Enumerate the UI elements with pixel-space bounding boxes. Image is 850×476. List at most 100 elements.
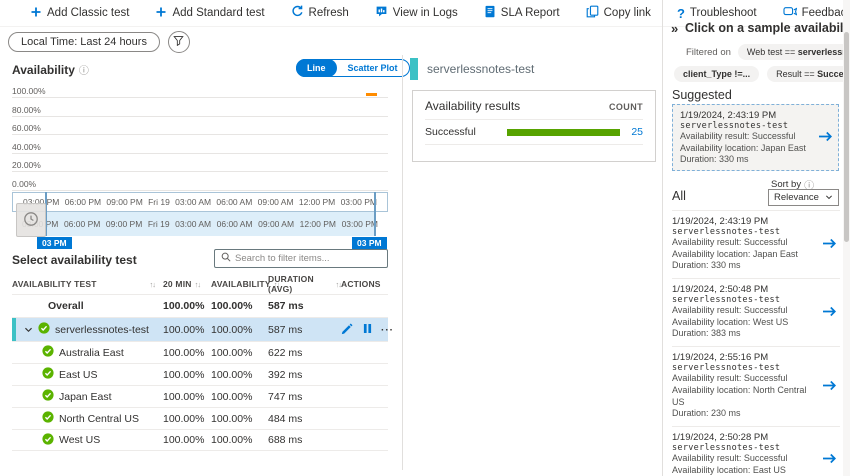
feedback-icon — [783, 6, 797, 21]
success-check-icon — [38, 322, 50, 337]
edit-icon[interactable] — [341, 322, 354, 338]
sla-report-button[interactable]: SLA Report — [484, 5, 560, 21]
table-row-region[interactable]: East US 100.00% 100.00% 392 ms — [12, 363, 388, 385]
view-in-logs-label: View in Logs — [392, 7, 458, 19]
time-reset-button[interactable] — [16, 203, 46, 237]
success-check-icon — [42, 389, 54, 404]
sort-icon[interactable] — [195, 279, 201, 289]
copy-link-label: Copy link — [603, 7, 651, 19]
table-row-region[interactable]: Japan East 100.00% 100.00% 747 ms — [12, 385, 388, 407]
x-tick-label: Fri 19 — [147, 219, 170, 229]
feedback-button[interactable]: Feedback — [783, 6, 850, 21]
copy-icon — [586, 5, 599, 21]
time-axis: 03:00 PM 06:00 PM 09:00 PM Fri 19 03:00 AM 06… — [12, 192, 388, 212]
brush-end-chip[interactable]: 03 PM — [352, 237, 387, 249]
col-duration[interactable]: DURATION (AVG) — [268, 274, 341, 294]
open-sample-arrow-icon[interactable] — [822, 453, 837, 467]
x-tick-label: 03:00 PM — [341, 219, 378, 229]
table-header-row: AVAILABILITY TEST 20 MIN AVAILABILITY DU… — [12, 274, 388, 294]
table-row-region[interactable]: West US 100.00% 100.00% 688 ms — [12, 429, 388, 451]
x-tick-label: 09:00 PM — [106, 197, 143, 207]
sample-location: Availability location: Japan East — [680, 142, 806, 153]
sample-location: Availability location: East US Duration:… — [672, 464, 786, 475]
sample-location: Availability location: North Central US — [672, 384, 809, 407]
teal-accent-bar — [410, 58, 418, 80]
x-tick-label: 06:00 PM — [63, 219, 101, 229]
col-actions: ACTIONS — [341, 279, 381, 289]
search-icon — [221, 252, 231, 265]
table-row-overall[interactable]: Overall 100.00% 100.00% 587 ms — [12, 294, 388, 317]
time-range-pill[interactable]: Local Time: Last 24 hours — [8, 32, 160, 52]
open-sample-arrow-icon[interactable] — [822, 306, 837, 320]
scrollbar-thumb[interactable] — [844, 32, 849, 242]
suggested-heading: Suggested — [672, 88, 732, 102]
col-availability-test[interactable]: AVAILABILITY TEST — [12, 279, 163, 289]
chevron-down-icon — [825, 192, 833, 203]
open-sample-arrow-icon[interactable] — [822, 380, 837, 394]
availability-test-table: AVAILABILITY TEST 20 MIN AVAILABILITY DU… — [12, 274, 388, 451]
sort-dropdown[interactable]: Relevance — [768, 189, 839, 206]
suggested-sample-card[interactable]: 1/19/2024, 2:43:19 PM serverlessnotes-te… — [672, 104, 839, 171]
search-input[interactable] — [235, 253, 381, 264]
gridline — [12, 116, 388, 117]
troubleshoot-button[interactable]: ? Troubleshoot — [677, 6, 757, 21]
sample-list-item[interactable]: 1/19/2024, 2:50:28 PM serverlessnotes-te… — [672, 425, 840, 476]
filter-button[interactable] — [167, 31, 190, 53]
more-actions-icon[interactable] — [381, 324, 394, 336]
toggle-line-button[interactable]: Line — [296, 59, 337, 77]
brush-handle-left[interactable] — [45, 192, 47, 236]
chart-type-toggle[interactable]: Line Scatter Plot — [296, 59, 410, 77]
add-classic-test-button[interactable]: Add Classic test — [30, 6, 129, 21]
brush-handle-right[interactable] — [374, 192, 376, 236]
sample-timestamp: 1/19/2024, 2:50:28 PM — [672, 431, 769, 443]
result-row-successful[interactable]: Successful 25 — [425, 120, 643, 145]
filter-pill-webtest[interactable]: Web test == serverlessnot... — [737, 44, 850, 60]
table-row-region[interactable]: North Central US 100.00% 100.00% 484 ms — [12, 407, 388, 429]
filter-pill-result[interactable]: Result == Successful — [767, 66, 850, 82]
select-test-heading: Select availability test — [12, 253, 137, 267]
sample-duration: Duration: 330 ms — [680, 154, 749, 165]
copy-link-button[interactable]: Copy link — [586, 5, 651, 21]
toolbar: Add Classic test Add Standard test Refre… — [0, 0, 850, 27]
sort-icon[interactable] — [150, 279, 156, 289]
add-standard-test-button[interactable]: Add Standard test — [155, 6, 265, 21]
x-tick-label: 12:00 PM — [299, 219, 336, 229]
open-sample-arrow-icon[interactable] — [818, 131, 833, 145]
success-check-icon — [42, 432, 54, 448]
availability-data-point — [366, 93, 377, 96]
collapse-panel-icon[interactable] — [671, 21, 678, 36]
sample-list-item[interactable]: 1/19/2024, 2:50:48 PM serverlessnotes-te… — [672, 278, 840, 346]
pause-icon[interactable] — [363, 323, 372, 337]
toggle-scatter-button[interactable]: Scatter Plot — [347, 63, 398, 73]
y-tick-label: 40.00% — [12, 142, 41, 152]
refresh-icon — [291, 5, 304, 21]
filtered-on-label: Filtered on — [686, 46, 731, 58]
success-check-icon — [42, 367, 54, 382]
vertical-divider — [662, 0, 663, 476]
brush-start-chip[interactable]: 03 PM — [37, 237, 72, 249]
y-tick-label: 80.00% — [12, 105, 41, 115]
search-box[interactable] — [214, 249, 388, 268]
selected-test-title: serverlessnotes-test — [410, 58, 534, 80]
sample-duration: Duration: 230 ms — [672, 408, 741, 419]
time-brush[interactable]: 03:00 PM 06:00 PM 09:00 PM Fri 19 03:00 AM 06… — [12, 212, 388, 236]
x-tick-label: 12:00 PM — [298, 197, 336, 207]
filter-pill-clienttype[interactable]: client_Type !=... — [674, 66, 760, 82]
time-filter-bar: Local Time: Last 24 hours — [8, 31, 190, 53]
sample-test-name: serverlessnotes-test — [672, 227, 781, 237]
col-20min[interactable]: 20 MIN — [163, 279, 211, 289]
sample-list-item[interactable]: 1/19/2024, 2:43:19 PM serverlessnotes-te… — [672, 210, 840, 278]
result-count-link[interactable]: 25 — [631, 126, 643, 138]
y-tick-label: 100.00% — [12, 86, 46, 96]
sample-list-item[interactable]: 1/19/2024, 2:55:16 PM serverlessnotes-te… — [672, 346, 840, 426]
col-availability[interactable]: AVAILABILITY — [211, 279, 271, 289]
brush-selection[interactable] — [45, 212, 375, 236]
scrollbar[interactable] — [843, 0, 850, 476]
chevron-down-icon[interactable] — [24, 324, 33, 336]
open-sample-arrow-icon[interactable] — [822, 238, 837, 252]
view-in-logs-button[interactable]: View in Logs — [375, 5, 458, 21]
table-row-region[interactable]: Australia East 100.00% 100.00% 622 ms — [12, 341, 388, 363]
refresh-button[interactable]: Refresh — [291, 5, 349, 21]
logs-icon — [375, 5, 388, 21]
table-row-test[interactable]: serverlessnotes-test 100.00% 100.00% 587… — [12, 317, 388, 341]
